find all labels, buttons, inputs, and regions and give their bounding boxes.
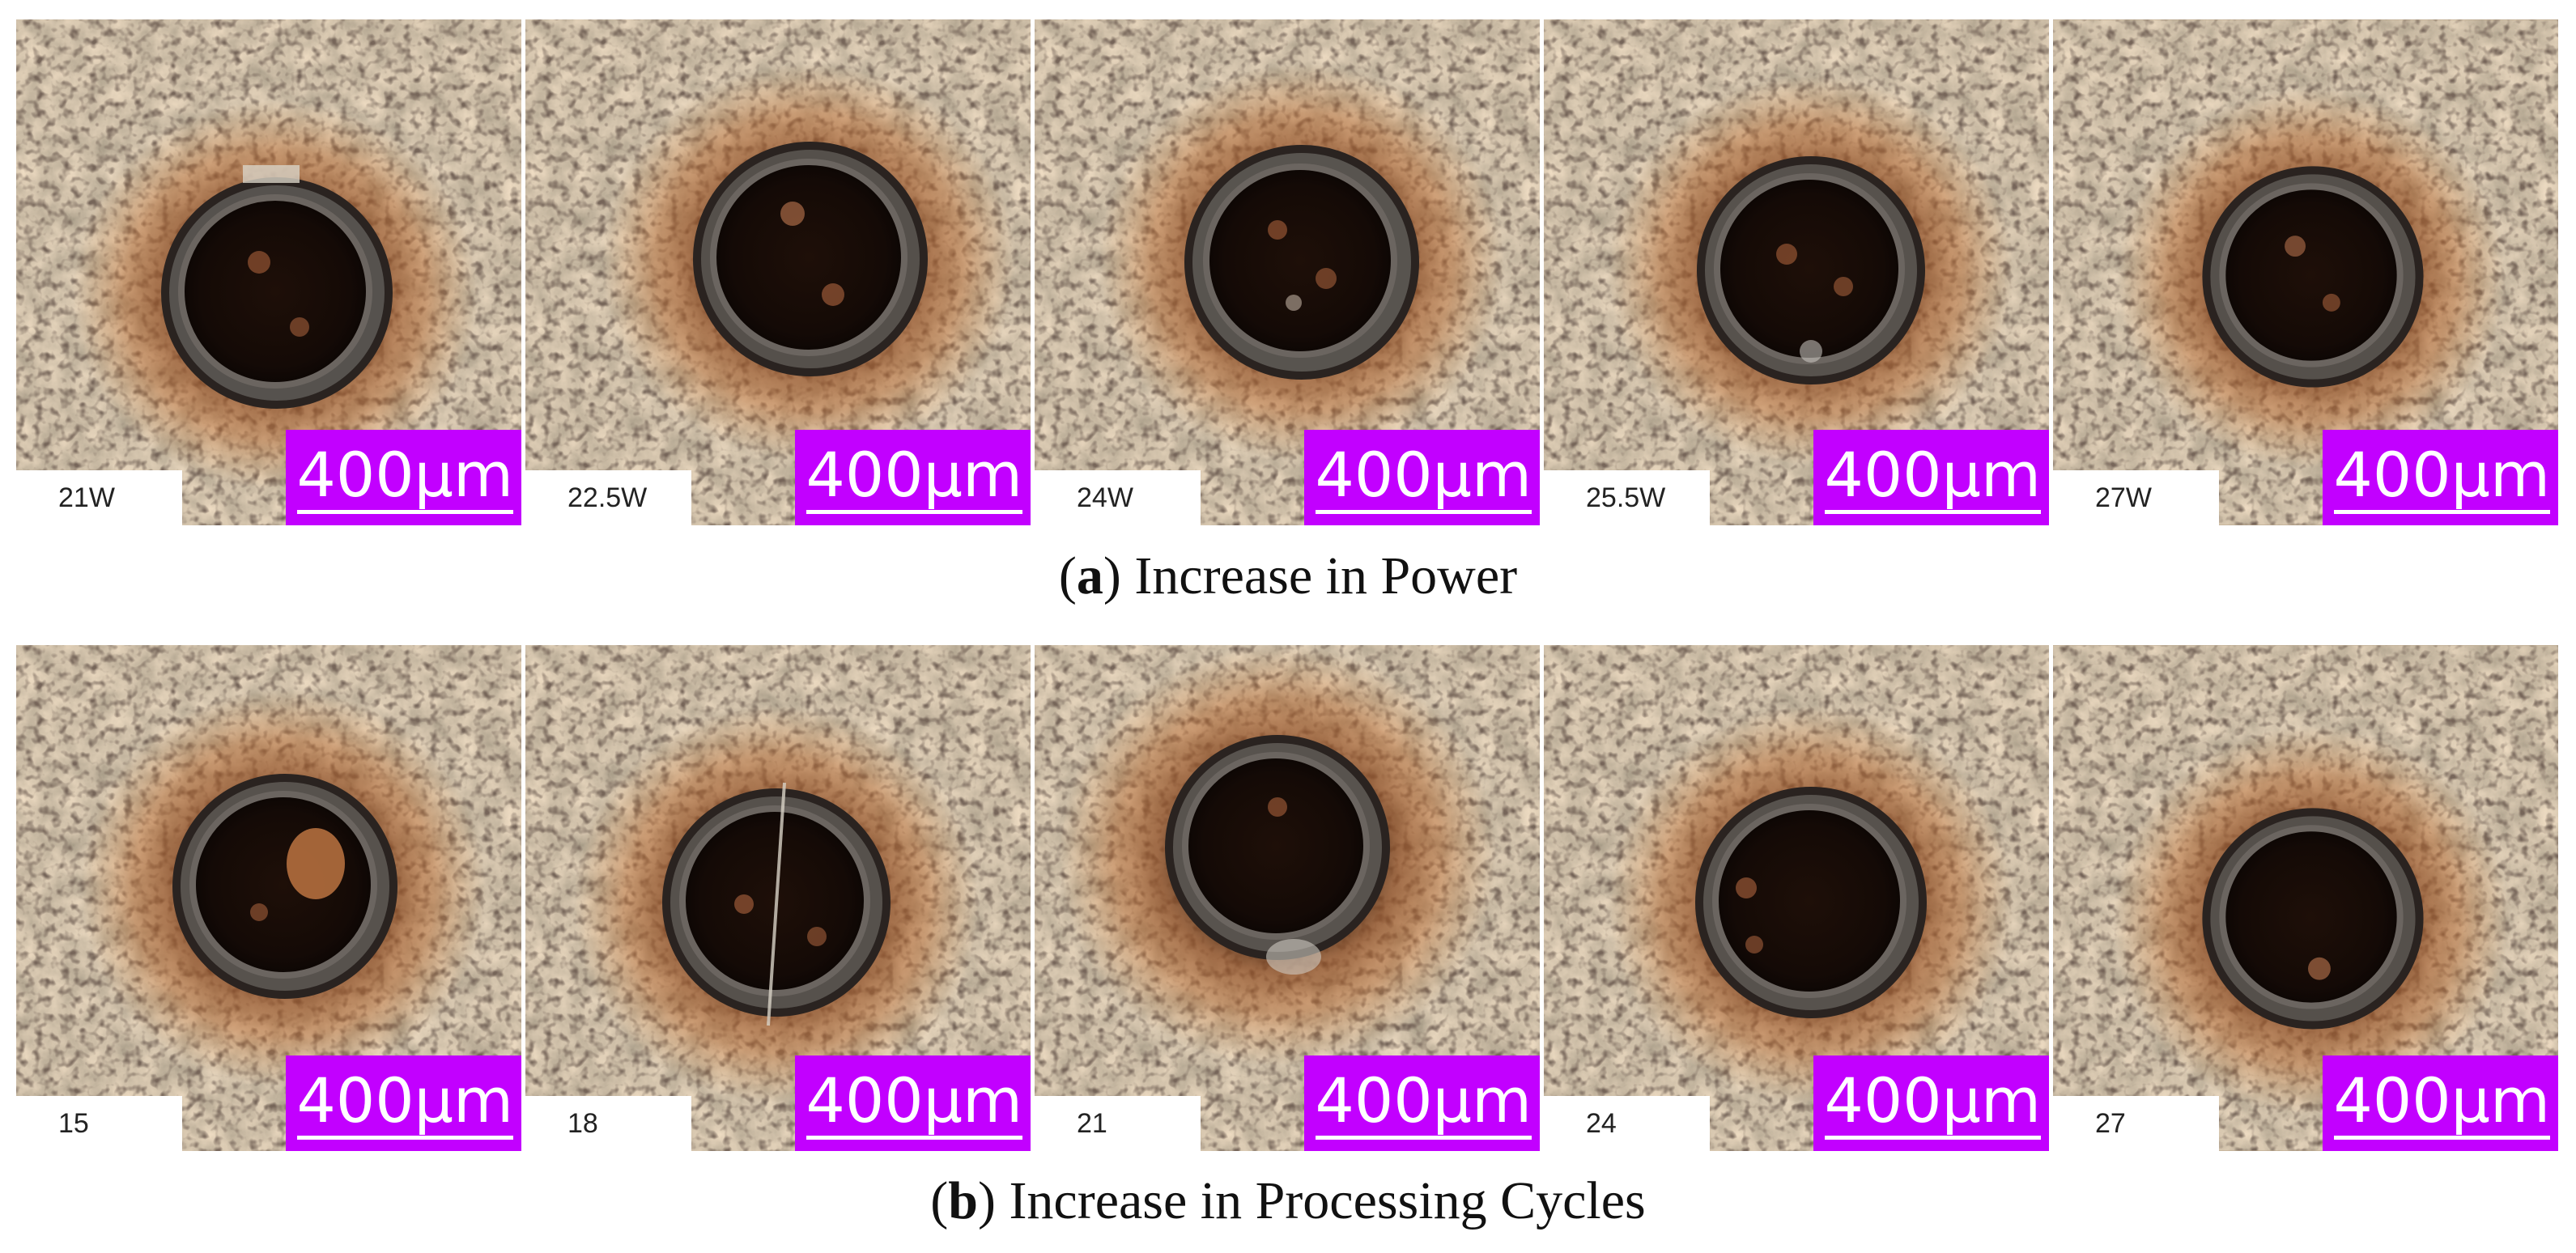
micrograph-image xyxy=(525,645,1031,1151)
scale-bar-text: 400μm xyxy=(1315,1066,1532,1140)
figure-row-cycles: 15 400μm 18 400μm 21 400μm xyxy=(16,645,2560,1151)
caption-open: ( xyxy=(930,1171,949,1230)
scale-bar: 400μm xyxy=(1813,430,2049,525)
micrograph-panel: 25.5W 400μm xyxy=(1544,19,2049,525)
caption-text: ) Increase in Power xyxy=(1103,546,1518,605)
caption-open: ( xyxy=(1058,546,1077,605)
micrograph-image xyxy=(16,645,521,1151)
micrograph-panel: 22.5W 400μm xyxy=(525,19,1031,525)
scale-bar: 400μm xyxy=(1303,1055,1540,1151)
scale-bar: 400μm xyxy=(794,430,1031,525)
scale-bar-text: 400μm xyxy=(806,440,1022,514)
scale-bar-text: 400μm xyxy=(1315,440,1532,514)
scale-bar-text: 400μm xyxy=(806,1066,1022,1140)
scale-bar: 400μm xyxy=(285,430,521,525)
power-label: 22.5W xyxy=(525,470,691,525)
micrograph-image xyxy=(2053,19,2558,525)
figure-row-power: 21W 400μm 22.5W 400μm 24W 400μm xyxy=(16,19,2560,525)
cycles-label: 24 xyxy=(1544,1096,1710,1151)
caption-cycles: (b) Increase in Processing Cycles xyxy=(0,1169,2576,1234)
cycles-label: 27 xyxy=(2053,1096,2219,1151)
scale-bar-text: 400μm xyxy=(2333,1066,2550,1140)
cycles-label: 18 xyxy=(525,1096,691,1151)
micrograph-panel: 24W 400μm xyxy=(1035,19,1540,525)
micrograph-panel: 21W 400μm xyxy=(16,19,521,525)
cycles-label: 15 xyxy=(16,1096,182,1151)
scale-bar: 400μm xyxy=(1303,430,1540,525)
scale-bar-text: 400μm xyxy=(296,1066,513,1140)
caption-power: (a) Increase in Power xyxy=(0,544,2576,609)
scale-bar: 400μm xyxy=(794,1055,1031,1151)
scale-bar-text: 400μm xyxy=(2333,440,2550,514)
power-label: 24W xyxy=(1035,470,1201,525)
micrograph-panel: 24 400μm xyxy=(1544,645,2049,1151)
cycles-label: 21 xyxy=(1035,1096,1201,1151)
micrograph-panel: 21 400μm xyxy=(1035,645,1540,1151)
micrograph-panel: 27W 400μm xyxy=(2053,19,2558,525)
scale-bar-text: 400μm xyxy=(1824,440,2041,514)
micrograph-panel: 15 400μm xyxy=(16,645,521,1151)
power-label: 21W xyxy=(16,470,182,525)
power-label: 25.5W xyxy=(1544,470,1710,525)
micrograph-image xyxy=(16,19,521,525)
micrograph-image xyxy=(1035,645,1540,1151)
caption-letter: b xyxy=(948,1171,978,1230)
scale-bar-text: 400μm xyxy=(296,440,513,514)
caption-letter: a xyxy=(1076,546,1103,605)
micrograph-panel: 18 400μm xyxy=(525,645,1031,1151)
power-label: 27W xyxy=(2053,470,2219,525)
micrograph-image xyxy=(2053,645,2558,1151)
caption-text: ) Increase in Processing Cycles xyxy=(977,1171,1646,1230)
scale-bar: 400μm xyxy=(2322,1055,2558,1151)
micrograph-image xyxy=(1035,19,1540,525)
scale-bar-text: 400μm xyxy=(1824,1066,2041,1140)
micrograph-panel: 27 400μm xyxy=(2053,645,2558,1151)
scale-bar: 400μm xyxy=(1813,1055,2049,1151)
scale-bar: 400μm xyxy=(2322,430,2558,525)
scale-bar: 400μm xyxy=(285,1055,521,1151)
